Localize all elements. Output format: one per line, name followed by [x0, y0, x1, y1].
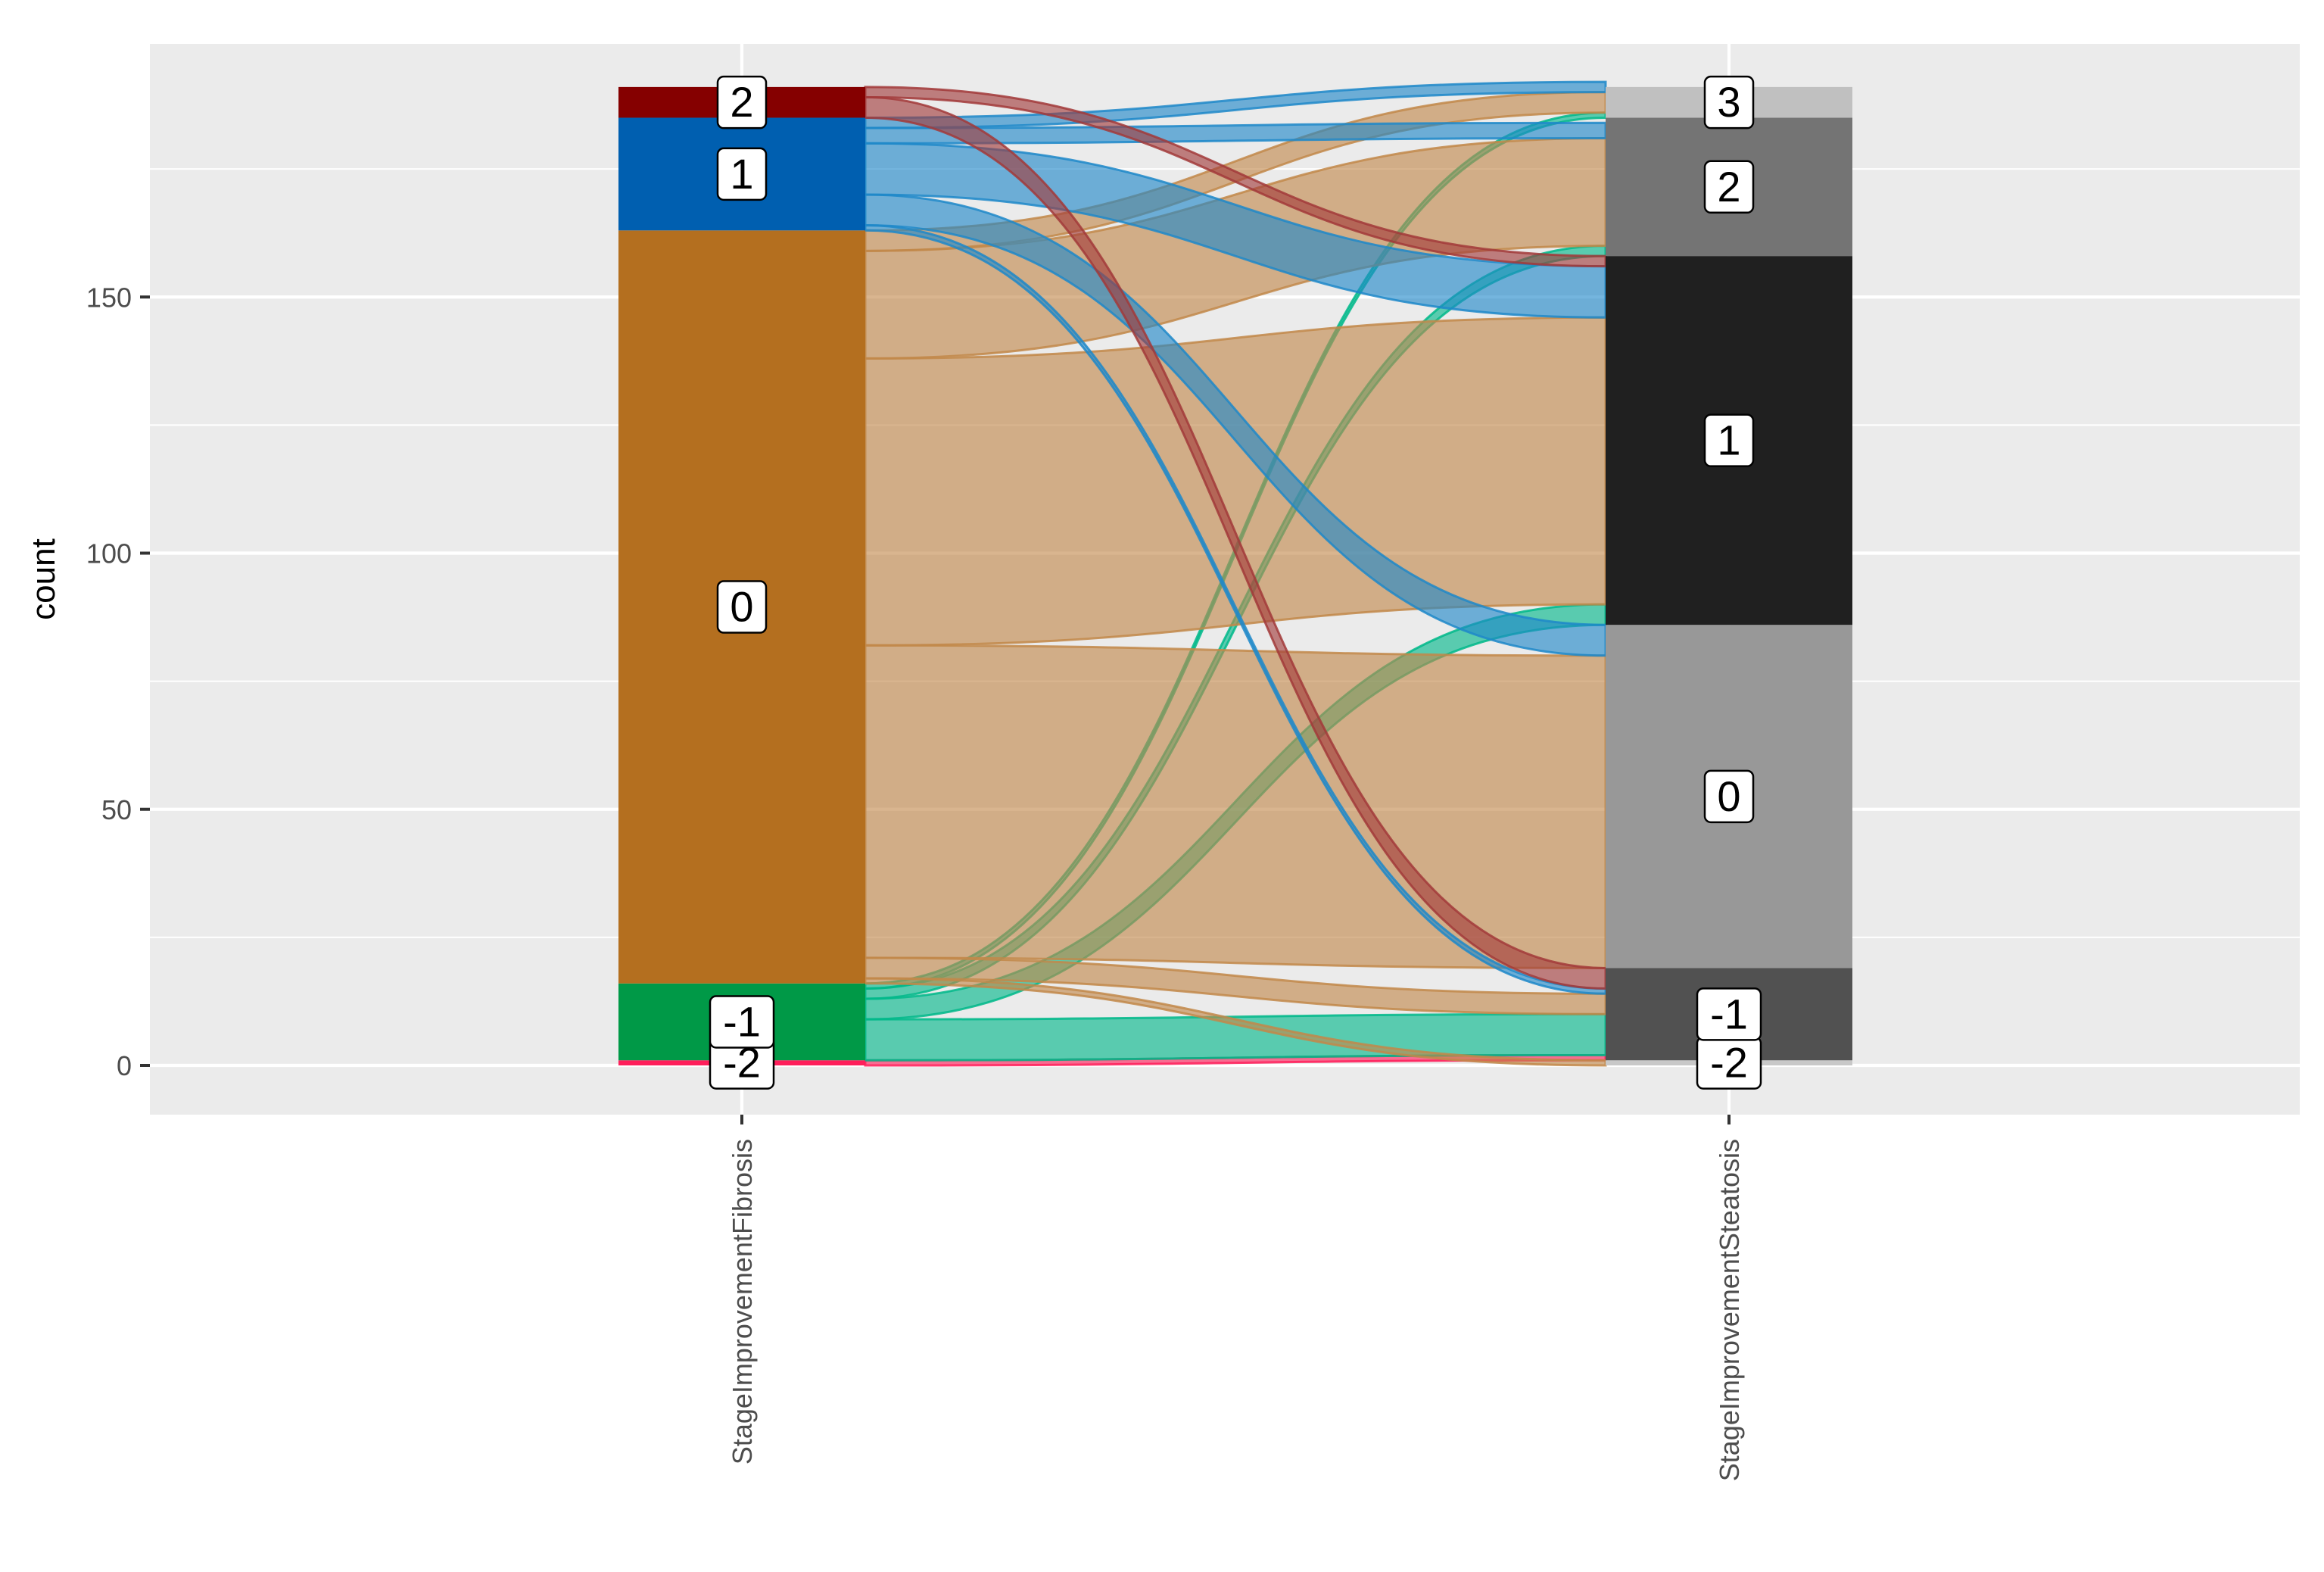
- x-axis: StageImprovementFibrosis StageImprovement…: [727, 1115, 1745, 1481]
- flow-0-to-0: [864, 644, 1607, 969]
- stratum-label-text: 1: [730, 150, 753, 198]
- stratum-label-steatosis--1: -1: [1696, 987, 1762, 1041]
- stratum-label-text: -1: [1710, 990, 1748, 1037]
- stratum-label-text: 1: [1717, 416, 1740, 464]
- stratum-label-text: 0: [730, 583, 753, 631]
- stratum-label-fibrosis--1: -1: [709, 995, 775, 1049]
- stratum-label-text: 2: [1717, 163, 1740, 211]
- y-axis: 0 50 100 150: [86, 282, 150, 1081]
- stratum-label-steatosis-1: 1: [1703, 413, 1755, 467]
- stratum-label-text: 3: [1717, 78, 1740, 126]
- stratum-label-text: 0: [1717, 772, 1740, 820]
- x-tick-label-fibrosis: StageImprovementFibrosis: [727, 1139, 758, 1464]
- stratum-label-steatosis-3: 3: [1703, 75, 1755, 129]
- stratum-label-text: 2: [730, 78, 753, 126]
- flow-0-to-1: [864, 316, 1607, 647]
- stratum-label-fibrosis-0: 0: [716, 580, 768, 634]
- stratum-label-fibrosis-2: 2: [716, 75, 768, 129]
- x-tick-label-steatosis: StageImprovementSteatosis: [1714, 1139, 1745, 1481]
- flows: [864, 80, 1607, 1067]
- y-tick-label: 150: [86, 282, 132, 313]
- y-tick-label: 100: [86, 538, 132, 569]
- y-tick-label: 50: [101, 794, 132, 825]
- stratum-label-steatosis--2: -2: [1696, 1036, 1762, 1090]
- stratum-label-text: -1: [723, 997, 761, 1045]
- y-axis-title: count: [25, 538, 62, 620]
- y-tick-label: 0: [117, 1050, 132, 1081]
- stratum-label-steatosis-0: 0: [1703, 769, 1755, 824]
- stratum-label-text: -2: [1710, 1039, 1748, 1087]
- stratum-label-fibrosis-1: 1: [716, 147, 768, 201]
- stratum-label-steatosis-2: 2: [1703, 160, 1755, 214]
